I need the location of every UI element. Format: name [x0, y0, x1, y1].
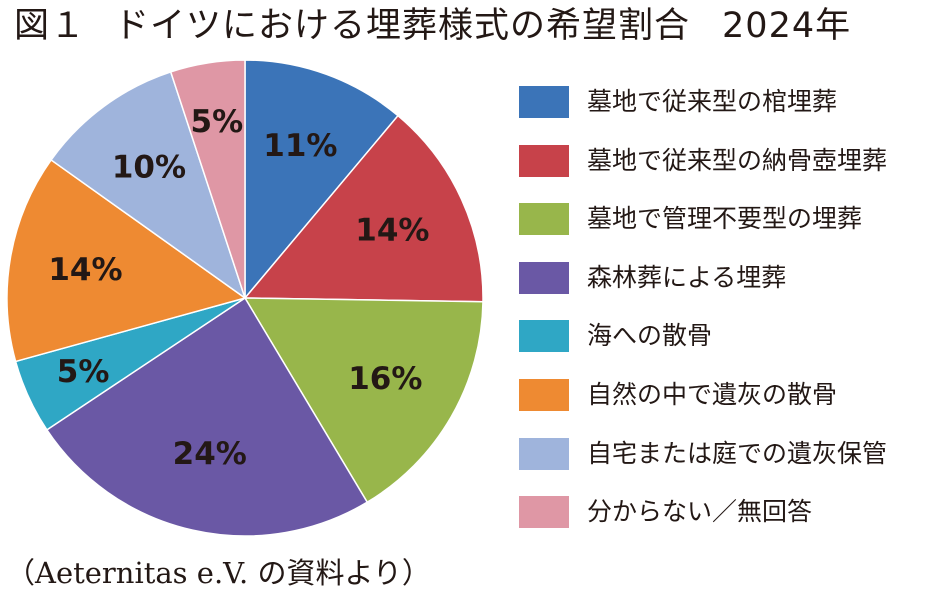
legend-swatch — [519, 379, 569, 411]
slice-value-label-3: 16% — [348, 361, 422, 397]
pie-slice-4 — [45, 296, 369, 537]
pie-slice-7 — [50, 70, 247, 300]
pie-slice-1 — [244, 59, 400, 301]
legend-swatch — [519, 261, 569, 294]
slice-value-label-7: 10% — [112, 150, 186, 186]
legend-label: 自然の中で遺灰の散骨 — [587, 380, 838, 409]
legend-swatch — [519, 86, 569, 118]
title-year: 2024年 — [722, 6, 852, 46]
slice-value-label-2: 14% — [355, 213, 429, 249]
chart-title: 図１ ドイツにおける埋葬様式の希望割合 2024年 — [14, 2, 934, 50]
pie-slice-6 — [6, 158, 247, 363]
pie-slices — [6, 59, 484, 537]
legend-item-4: 森林葬による埋葬 — [519, 258, 939, 298]
legend-label: 海への散骨 — [587, 321, 713, 351]
legend-label: 墓地で従来型の納骨壺埋葬 — [587, 145, 888, 175]
pie-slice-8 — [169, 59, 246, 299]
title-text: ドイツにおける埋葬様式の希望割合 — [114, 6, 691, 46]
legend-label: 墓地で従来型の棺埋葬 — [587, 87, 838, 116]
legend-label: 墓地で管理不要型の埋葬 — [587, 204, 863, 234]
slice-value-label-4: 24% — [173, 436, 247, 472]
source-note: （Aeternitas e.V. の資料より） — [6, 556, 431, 590]
pie-slice-2 — [243, 114, 484, 303]
slice-value-label-5: 5% — [57, 354, 110, 390]
pie-slice-3 — [243, 297, 484, 504]
legend-item-3: 墓地で管理不要型の埋葬 — [519, 199, 939, 239]
legend-item-5: 海への散骨 — [519, 316, 939, 356]
legend-label: 自宅または庭での遺灰保管 — [587, 438, 888, 468]
legend-swatch — [519, 320, 569, 353]
pie-slice-labels: 11%14%16%24%5%14%10%5% — [48, 104, 429, 472]
legend-swatch — [519, 437, 569, 470]
legend-item-1: 墓地で従来型の棺埋葬 — [519, 82, 939, 122]
legend-label: 森林葬による埋葬 — [587, 262, 787, 292]
legend-swatch — [519, 496, 569, 529]
legend-item-2: 墓地で従来型の納骨壺埋葬 — [519, 141, 939, 181]
slice-value-label-6: 14% — [48, 252, 122, 288]
legend-item-6: 自然の中で遺灰の散骨 — [519, 375, 939, 415]
legend-swatch — [519, 144, 569, 177]
slice-value-label-8: 5% — [191, 104, 244, 140]
figure-number: 図１ — [14, 6, 87, 46]
slice-value-label-1: 11% — [263, 128, 337, 164]
legend-item-8: 分からない／無回答 — [519, 492, 939, 532]
legend-label: 分からない／無回答 — [587, 497, 813, 527]
legend-swatch — [519, 203, 569, 236]
legend-item-7: 自宅または庭での遺灰保管 — [519, 434, 939, 474]
